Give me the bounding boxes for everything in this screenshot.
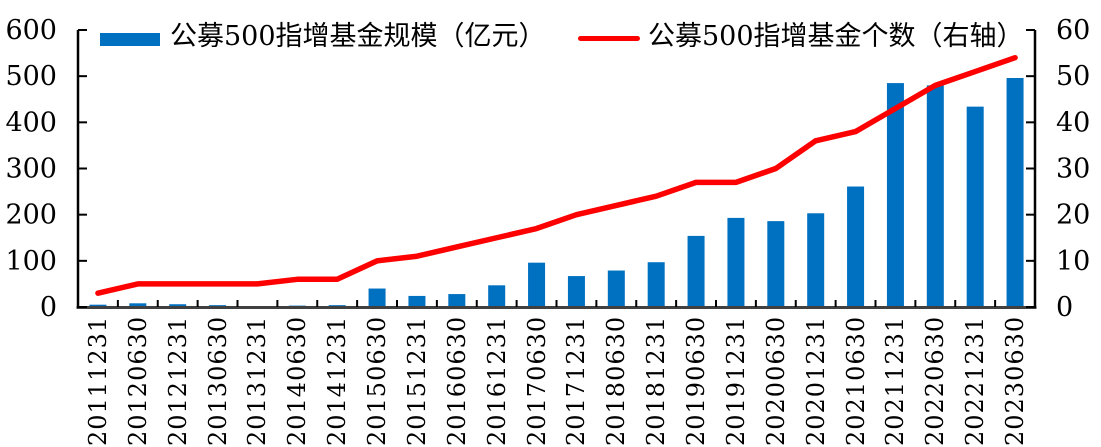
x-axis-label: 20191231	[721, 315, 750, 446]
bar-20211231	[886, 83, 904, 308]
x-axis-label: 20120630	[123, 315, 152, 446]
x-axis-label: 20230630	[1001, 315, 1030, 446]
x-axis-label: 20141231	[323, 315, 352, 446]
bar-20180630	[607, 270, 625, 308]
bar-20170630	[528, 262, 546, 308]
bar-20150630	[368, 288, 386, 308]
x-axis-label: 20170630	[522, 315, 551, 446]
left-axis-tick-label: 400	[5, 107, 57, 138]
right-axis-tick-label: 30	[1056, 154, 1090, 185]
x-axis-label: 20150630	[363, 315, 392, 446]
bar-20160630	[448, 294, 466, 308]
x-axis-label: 20180630	[602, 315, 631, 446]
x-axis-label: 20140630	[283, 315, 312, 446]
left-axis-tick-label: 200	[5, 200, 57, 231]
x-axis-label: 20201231	[801, 315, 830, 446]
x-axis-label: 20200630	[761, 315, 790, 446]
right-axis-tick-label: 20	[1056, 200, 1090, 231]
x-axis-label: 20190630	[682, 315, 711, 446]
right-axis-tick-label: 10	[1056, 246, 1090, 277]
line-series	[95, 54, 1018, 296]
bar-20220630	[926, 85, 944, 309]
x-axis-label: 20211231	[881, 315, 910, 446]
bar-20190630	[687, 235, 705, 308]
bar-20191231	[727, 217, 745, 308]
bar-20181231	[647, 262, 665, 308]
left-axis-tick-label: 500	[5, 61, 57, 92]
bar-20201231	[807, 213, 825, 308]
bar-20120630	[129, 303, 147, 308]
right-axis-tick-label: 60	[1056, 15, 1090, 46]
x-axis-label: 20171231	[562, 315, 591, 446]
right-axis-tick-label: 50	[1056, 61, 1090, 92]
x-axis-label: 20221231	[961, 315, 990, 446]
x-axis-label: 20220630	[921, 315, 950, 446]
bar-20161231	[488, 285, 506, 308]
bar-20171231	[567, 276, 585, 308]
left-axis-tick-label: 100	[5, 246, 57, 277]
bar-20230630	[1006, 78, 1024, 308]
x-axis-label: 20161231	[482, 315, 511, 446]
x-axis-label: 20160630	[442, 315, 471, 446]
x-axis-label: 20130630	[203, 315, 232, 446]
x-axis-label: 20131231	[243, 315, 272, 446]
x-axis-label: 20121231	[163, 315, 192, 446]
bar-20210630	[847, 186, 865, 308]
left-axis-tick-label: 0	[40, 292, 57, 323]
left-axis-tick-label: 600	[5, 15, 57, 46]
x-axis-label: 20210630	[841, 315, 870, 446]
right-axis-tick-label: 0	[1056, 292, 1073, 323]
left-axis-tick-label: 300	[5, 154, 57, 185]
bar-20200630	[767, 221, 785, 308]
right-axis-tick-label: 40	[1056, 107, 1090, 138]
x-axis-label: 20181231	[642, 315, 671, 446]
x-axis-label: 20111231	[83, 315, 112, 446]
bar-20151231	[408, 295, 426, 308]
bar-20221231	[966, 106, 984, 309]
x-axis-label: 20151231	[402, 315, 431, 446]
